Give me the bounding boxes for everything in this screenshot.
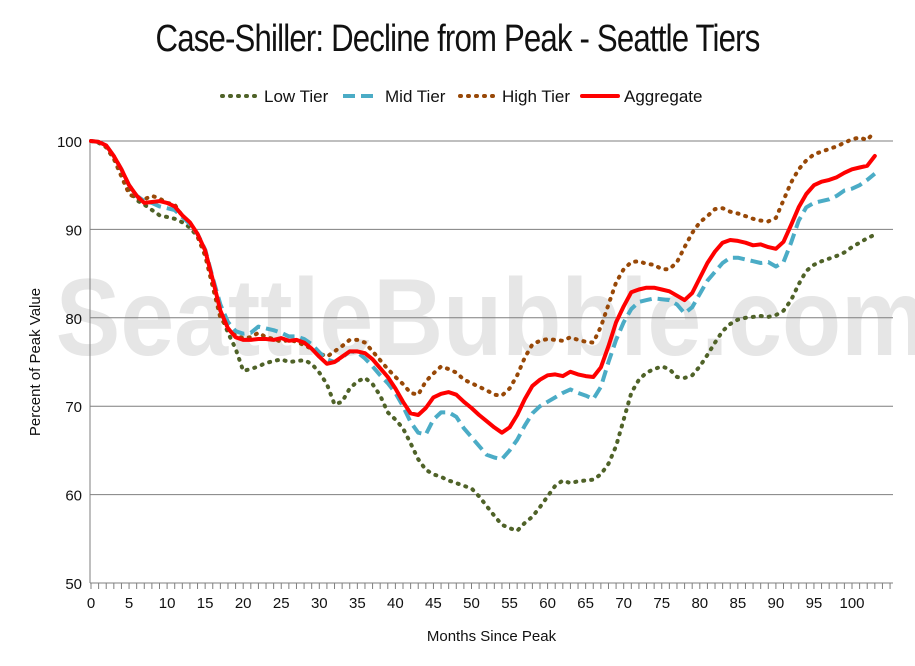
x-tick-label: 35 — [349, 595, 366, 612]
legend-label: High Tier — [502, 87, 570, 106]
series-line-high-tier — [89, 129, 877, 398]
y-tick-label: 70 — [65, 399, 82, 416]
x-tick-label: 55 — [501, 595, 518, 612]
x-tick-label: 80 — [691, 595, 708, 612]
x-tick-label: 100 — [839, 595, 864, 612]
x-tick-label: 45 — [425, 595, 442, 612]
series-line-aggregate — [89, 139, 877, 435]
x-tick-label: 0 — [87, 595, 95, 612]
y-tick-label: 100 — [57, 134, 82, 151]
x-tick-label: 15 — [197, 595, 214, 612]
x-tick-label: 50 — [463, 595, 480, 612]
y-tick-label: 80 — [65, 311, 82, 328]
watermark-text: SeattleBubble.com — [56, 255, 915, 378]
chart-title: Case-Shiller: Decline from Peak - Seattl… — [155, 18, 761, 60]
x-tick-label: 40 — [387, 595, 404, 612]
x-tick-label: 60 — [539, 595, 556, 612]
x-tick-label: 20 — [235, 595, 252, 612]
legend-label: Low Tier — [264, 87, 329, 106]
x-tick-label: 30 — [311, 595, 328, 612]
x-axis-label: Months Since Peak — [427, 628, 557, 645]
y-tick-label: 90 — [65, 222, 82, 239]
x-tick-label: 65 — [577, 595, 594, 612]
legend-label: Aggregate — [624, 87, 702, 106]
x-tick-label: 10 — [159, 595, 176, 612]
x-tick-label: 95 — [806, 595, 823, 612]
y-axis-label: Percent of Peak Value — [27, 288, 44, 436]
x-tick-label: 5 — [125, 595, 133, 612]
x-tick-label: 90 — [768, 595, 785, 612]
x-tick-label: 85 — [730, 595, 747, 612]
x-tick-label: 75 — [653, 595, 670, 612]
series-line-mid-tier — [90, 139, 877, 462]
x-tick-label: 70 — [615, 595, 632, 612]
legend-label: Mid Tier — [385, 87, 446, 106]
x-tick-label: 25 — [273, 595, 290, 612]
y-tick-label: 50 — [65, 576, 82, 593]
y-tick-label: 60 — [65, 488, 82, 505]
